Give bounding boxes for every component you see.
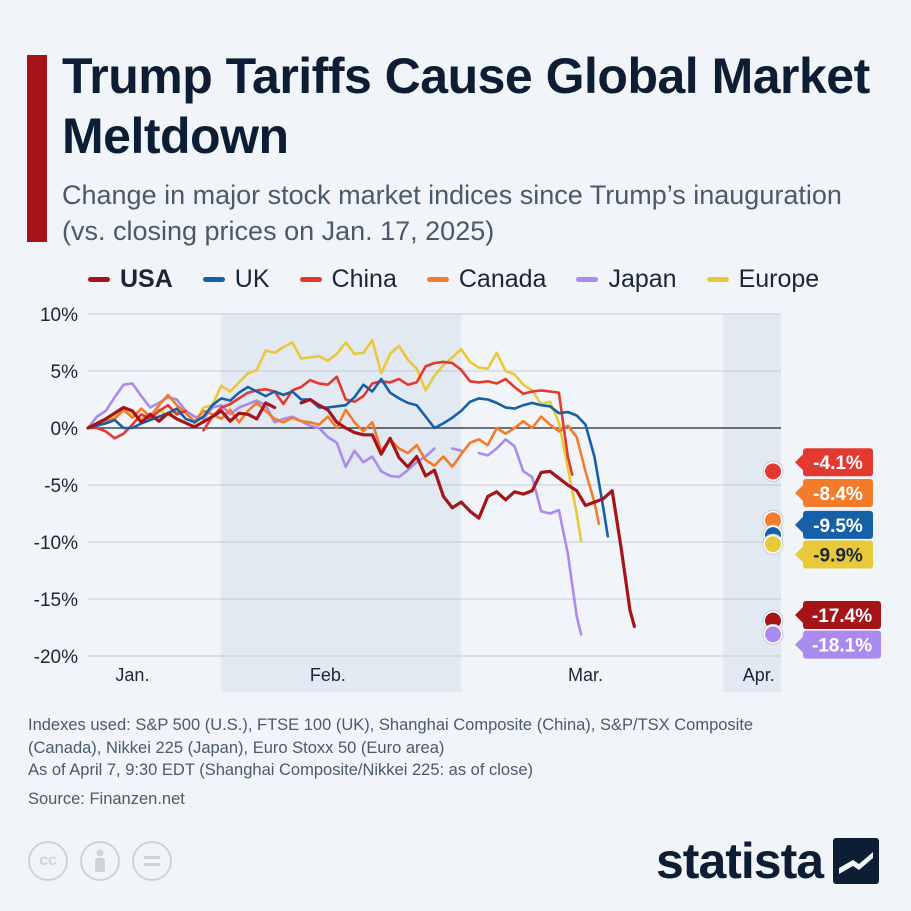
legend-item-europe: Europe <box>706 264 820 294</box>
end-label-box-china <box>803 448 873 477</box>
label-pointer <box>795 606 803 623</box>
chart-title: Trump Tariffs Cause Global Market Meltdo… <box>62 48 870 164</box>
end-label-box-japan <box>803 630 881 659</box>
legend-label: China <box>331 264 397 293</box>
chart-subtitle: Change in major stock market indices sin… <box>62 180 842 246</box>
legend: USA UK China Canada Japan Europe <box>88 262 849 296</box>
legend-item-usa: USA <box>88 265 173 294</box>
y-tick-label: 10% <box>40 305 78 326</box>
end-label-canada: -8.4% <box>813 484 863 505</box>
label-pointer <box>795 546 803 563</box>
end-label-box-canada <box>803 478 873 507</box>
flag-marker-fill-japan <box>765 626 781 643</box>
license-icons: cc <box>28 841 184 881</box>
equals-icon[interactable] <box>132 841 172 881</box>
end-label-box-uk <box>803 510 873 539</box>
end-label-usa: -17.4% <box>812 606 872 627</box>
end-label-box-usa <box>803 600 881 629</box>
legend-label: USA <box>120 264 173 293</box>
series-line-uk <box>86 377 610 538</box>
legend-label: Canada <box>458 264 547 293</box>
legend-label: Europe <box>738 264 820 293</box>
label-pointer <box>795 636 803 653</box>
end-label-europe: -9.9% <box>813 546 863 567</box>
legend-item-china: China <box>299 264 397 294</box>
legend-swatch <box>576 276 599 282</box>
legend-swatch <box>202 276 225 282</box>
footnote: Indexes used: S&P 500 (U.S.), FTSE 100 (… <box>28 714 888 810</box>
flag-marker-fill-china <box>765 463 781 480</box>
brand-name: statista <box>656 833 824 889</box>
y-tick-label: -10% <box>34 533 78 554</box>
legend-label: UK <box>234 264 270 293</box>
y-tick-label: 0% <box>51 419 79 440</box>
x-tick-label: Feb. <box>310 665 346 685</box>
accent-bar <box>27 55 47 242</box>
line-chart: 10% 5% 0% -5% -10% -15% -20% Jan. Feb. Mar. Apr. -4… <box>34 305 881 692</box>
y-tick-label: 5% <box>51 362 79 383</box>
end-label-uk: -9.5% <box>813 516 863 537</box>
legend-swatch <box>299 276 322 282</box>
flag-marker-fill-europe <box>765 536 781 553</box>
series-line-china <box>86 360 574 476</box>
x-tick-label: Mar. <box>568 665 603 685</box>
series-line-japan <box>86 382 583 636</box>
footnote-line-3: As of April 7, 9:30 EDT (Shanghai Compos… <box>28 761 534 779</box>
label-pointer <box>795 484 803 501</box>
footnote-line-1: Indexes used: S&P 500 (U.S.), FTSE 100 (… <box>28 716 754 734</box>
footnote-line-2: (Canada), Nikkei 225 (Japan), Euro Stoxx… <box>28 738 445 757</box>
y-tick-label: -20% <box>34 647 78 668</box>
person-icon[interactable] <box>80 841 120 881</box>
y-tick-label: -5% <box>44 476 78 497</box>
legend-swatch <box>426 276 449 282</box>
legend-swatch <box>706 276 729 282</box>
y-tick-label: -15% <box>34 590 78 611</box>
legend-item-japan: Japan <box>576 264 677 294</box>
label-pointer <box>795 516 803 533</box>
legend-item-canada: Canada <box>426 264 547 294</box>
end-label-japan: -18.1% <box>812 636 872 657</box>
cc-icon[interactable]: cc <box>28 841 68 881</box>
source-note: Source: Finanzen.net <box>28 789 185 808</box>
flag-marker-fill-canada <box>765 512 781 529</box>
legend-label: Japan <box>608 264 677 293</box>
legend-item-uk: UK <box>202 264 270 294</box>
series-line-canada <box>86 393 601 526</box>
label-pointer <box>795 454 803 471</box>
statista-logo[interactable]: statista <box>656 832 880 890</box>
legend-swatch <box>88 276 110 282</box>
statista-mark-icon <box>833 838 880 884</box>
end-label-box-europe <box>803 540 873 569</box>
series-line-usa <box>86 397 636 628</box>
end-label-china: -4.1% <box>813 453 863 474</box>
x-tick-label: Jan. <box>115 665 149 685</box>
x-tick-label: Apr. <box>743 665 775 685</box>
